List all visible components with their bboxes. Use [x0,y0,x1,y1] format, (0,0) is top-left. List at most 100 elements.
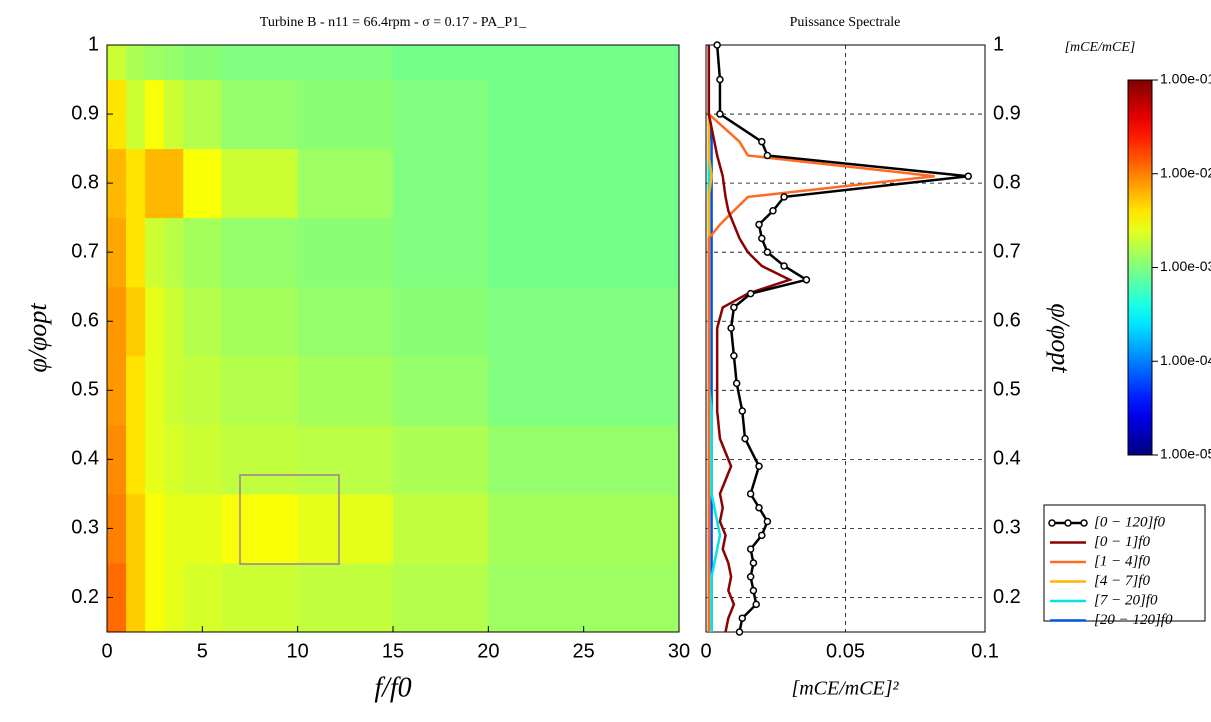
heatmap-cell [393,493,489,564]
x-tick-label: 5 [197,640,208,662]
heatmap-cell [488,562,680,633]
series-marker [730,352,738,360]
heatmap-cell [107,562,127,633]
heatmap-cell [221,79,299,150]
heatmap-cell [221,148,299,219]
x-tick-label: 0 [101,640,112,662]
heatmap-cell [126,217,146,288]
x-tick-label: 25 [573,640,595,662]
legend-label: [7 − 20]f0 [1094,592,1158,608]
heatmap-cell [107,493,127,564]
series-marker [738,614,747,622]
series-marker [732,379,741,388]
heatmap-cell [145,355,165,426]
heatmap-cell [107,148,127,219]
heatmap-cell [488,424,680,495]
heatmap-cell [297,424,394,495]
heatmap-cell [297,217,394,288]
series-marker [780,262,788,270]
heatmap-cell [488,355,680,426]
heatmap-cell [145,148,165,219]
heatmap-cell [221,286,299,357]
heatmap-cell [126,286,146,357]
series-marker [746,545,755,553]
heatmap-cell [183,79,222,150]
series-marker [746,289,755,298]
y-tick-label: 0.4 [993,448,1021,470]
y-tick-label: 0.6 [993,310,1021,332]
heatmap-cell [393,286,489,357]
heatmap-cell [297,562,394,633]
heatmap-cell [164,45,184,81]
heatmap-cell [221,493,299,564]
colorbar-tick-label: 1.00e-02 [1160,164,1211,180]
heatmap-cell [183,148,222,219]
x-tick-label: 10 [287,640,309,662]
heatmap-cell [107,424,127,495]
heatmap-cell [107,45,127,81]
heatmap-title: Turbine B - n11 = 66.4rpm - σ = 0.17 - P… [260,15,527,30]
heatmap-cell [297,45,394,81]
heatmap-cell [183,562,222,633]
legend-label: [1 − 4]f0 [1094,553,1150,569]
heatmap-cell [297,493,394,564]
heatmap-cell [164,286,184,357]
series-marker [716,75,724,84]
series-marker [752,600,760,609]
heatmap-cell [393,217,489,288]
y-tick-label: 0.7 [993,240,1021,262]
legend-marker [1064,519,1072,527]
heatmap-cell [488,148,680,219]
legend-marker [1080,519,1088,527]
heatmap-cell [183,493,222,564]
heatmap-cells [107,45,680,633]
x-tick-label: 20 [477,640,499,662]
y-tick-label: 0.8 [993,171,1021,193]
heatmap-cell [126,79,146,150]
heatmap-cell [183,424,222,495]
legend-label: [20 − 120]f0 [1094,612,1173,628]
series-marker [735,628,744,636]
heatmap-cell [297,79,394,150]
series-marker [758,531,766,540]
heatmap-cell [107,217,127,288]
heatmap-cell [183,45,222,81]
y-tick-label: 1 [88,33,99,55]
y-tick-label: 0.8 [71,171,99,193]
heatmap-cell [126,493,146,564]
colorbar-tick-label: 1.00e-03 [1160,258,1211,274]
heatmap-cell [488,286,680,357]
heatmap-cell [393,424,489,495]
series-marker [727,324,735,332]
series-marker [763,151,772,160]
heatmap-cell [107,79,127,150]
heatmap-cell [221,217,299,288]
heatmap-cell [221,45,299,81]
heatmap-cell [393,45,489,81]
series-marker [763,248,772,256]
series-marker [802,276,811,284]
x-axis-label: [mCE/mCE]² [791,678,899,700]
series-line [707,45,793,633]
highlight-box [239,474,340,565]
series-marker [769,206,777,215]
heatmap-cell [164,355,184,426]
legend-label: [0 − 120]f0 [1094,514,1165,530]
x-tick-label: 0.1 [971,640,999,662]
heatmap-cell [183,355,222,426]
heatmap-cell [393,562,489,633]
heatmap-cell [126,424,146,495]
heatmap-cell [488,45,680,81]
series-marker [780,193,788,201]
y-tick-label: 0.3 [993,517,1021,539]
heatmap-cell [145,45,165,81]
series-marker [716,110,724,118]
y-tick-label: 0.9 [993,102,1021,124]
colorbar-tick-label: 1.00e-05 [1160,446,1211,462]
x-tick-label: 0.05 [826,640,865,662]
colorbar-tick-label: 1.00e-01 [1160,71,1211,87]
heatmap-cell [393,355,489,426]
heatmap-cell [107,355,127,426]
heatmap-cell [145,286,165,357]
